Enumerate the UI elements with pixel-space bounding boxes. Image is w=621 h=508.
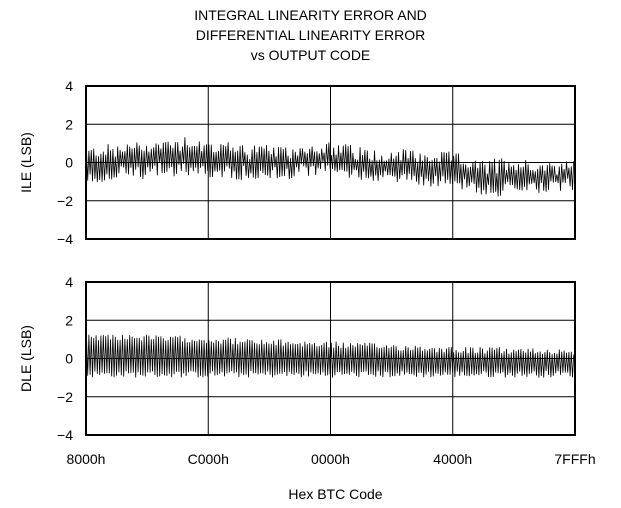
y-tick-label: −2 [57,193,73,209]
x-tick-label: 4000h [433,451,472,467]
x-tick-label: C000h [188,451,229,467]
y-tick-label: 2 [65,116,73,132]
chart-title-line-2: DIFFERENTIAL LINEARITY ERROR [195,27,426,43]
chart-title-line-1: INTEGRAL LINEARITY ERROR AND [194,7,427,23]
y-tick-label: −2 [57,389,73,405]
x-axis-label: Hex BTC Code [288,486,382,502]
y-tick-label: 0 [65,155,73,171]
dle-plot-frame [85,281,576,436]
x-tick-label: 0000h [311,451,350,467]
x-tick-label: 8000h [67,451,106,467]
dle-axis-label: DLE (LSB) [18,325,34,392]
y-tick-label: −4 [57,427,73,443]
y-tick-label: −4 [57,231,73,247]
ile-plot-frame [85,85,576,240]
y-tick-label: 0 [65,351,73,367]
dle-data-trace [86,334,575,378]
chart-title-line-3: vs OUTPUT CODE [250,47,371,63]
y-tick-label: 4 [65,78,73,94]
ile-axis-label: ILE (LSB) [18,132,34,193]
y-tick-label: 2 [65,312,73,328]
ile-data-trace [86,137,575,197]
y-tick-label: 4 [65,274,73,290]
x-tick-label: 7FFFh [554,451,595,467]
